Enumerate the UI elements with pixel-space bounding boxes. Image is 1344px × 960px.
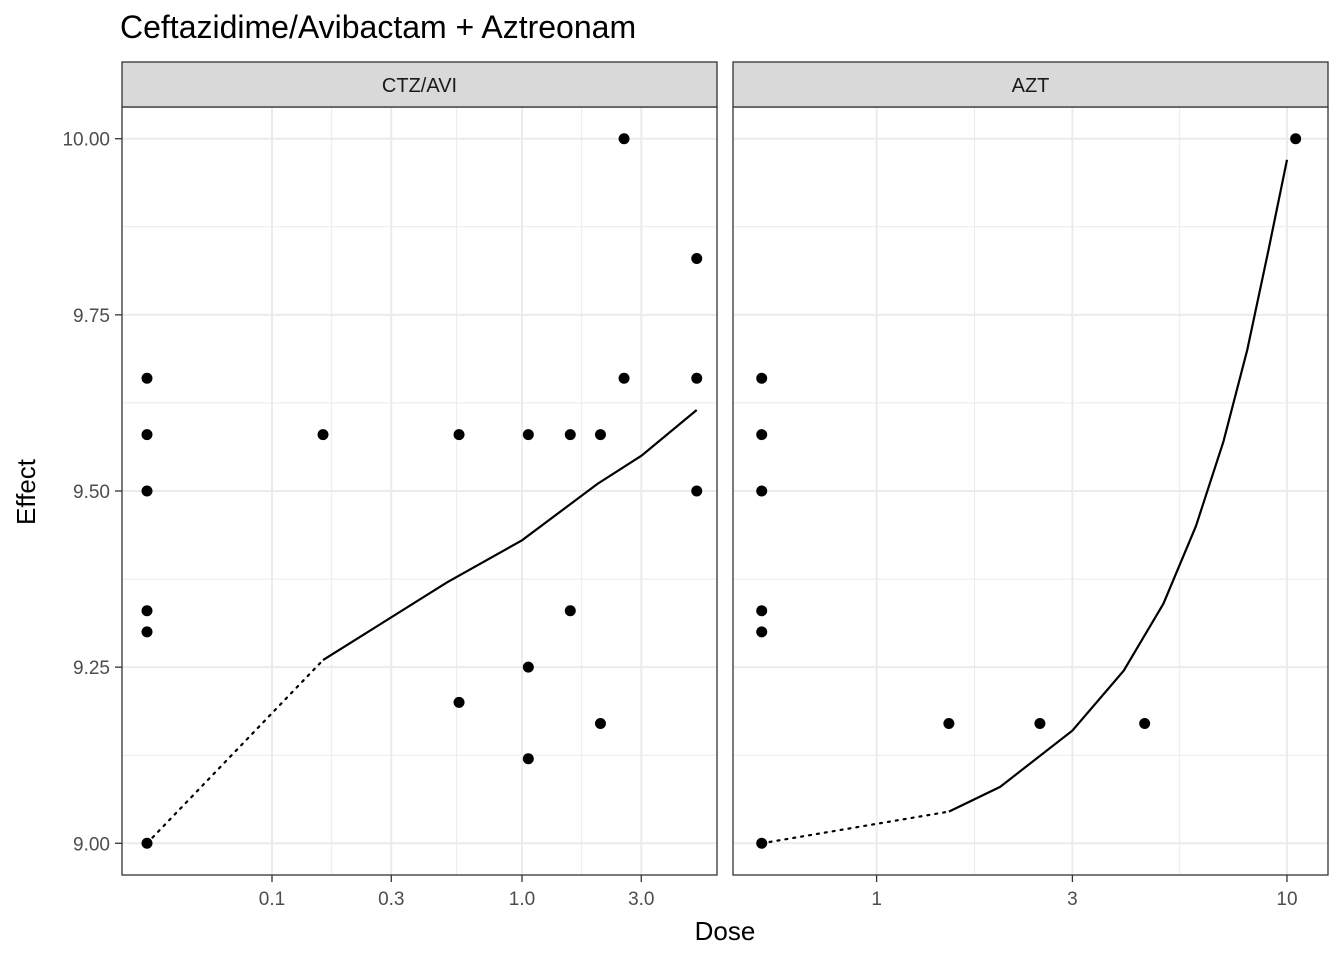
- strip-background: [732, 61, 1329, 108]
- x-tick-label: 3.0: [628, 889, 654, 910]
- data-point: [618, 372, 630, 384]
- x-tick-label: 1: [871, 889, 882, 910]
- data-point: [756, 485, 768, 497]
- data-point: [522, 753, 534, 765]
- y-tick-label: 9.50: [73, 482, 110, 503]
- panel-0: CTZ/AVI 0.1 0.3 1.0 3.0 9.00 9.25 9.50 9.75 10.00: [62, 61, 718, 910]
- fit-line-dotted: [760, 810, 951, 845]
- data-point: [756, 429, 768, 441]
- data-point: [594, 429, 606, 441]
- data-point: [141, 605, 153, 617]
- panels-layer: CTZ/AVI 0.1 0.3 1.0 3.0 9.00 9.25 9.50 9.75 10.00…: [62, 61, 1329, 910]
- data-point: [943, 718, 955, 730]
- data-point: [1034, 718, 1046, 730]
- data-point: [618, 133, 630, 145]
- data-point: [756, 605, 768, 617]
- data-point: [141, 837, 153, 849]
- data-point: [141, 626, 153, 638]
- x-axis-title: Dose: [695, 916, 756, 946]
- data-point: [141, 429, 153, 441]
- fit-line-solid: [322, 409, 698, 662]
- strip-label: CTZ/AVI: [382, 75, 457, 97]
- data-point: [564, 605, 576, 617]
- y-tick-label: 10.00: [62, 130, 110, 151]
- x-tick-label: 0.3: [378, 889, 404, 910]
- data-point: [453, 696, 465, 708]
- data-point: [1290, 133, 1302, 145]
- fit-line-dotted: [145, 658, 325, 845]
- data-point: [756, 372, 768, 384]
- strip-label: AZT: [1012, 75, 1050, 97]
- fit-line-solid: [948, 159, 1289, 813]
- data-point: [141, 372, 153, 384]
- data-point: [691, 485, 703, 497]
- data-point: [564, 429, 576, 441]
- y-tick-label: 9.75: [73, 306, 110, 327]
- chart-title: Ceftazidime/Avibactam + Aztreonam: [120, 9, 636, 45]
- data-point: [522, 429, 534, 441]
- data-point: [141, 485, 153, 497]
- y-tick-label: 9.00: [73, 834, 110, 855]
- data-point: [453, 429, 465, 441]
- data-point: [317, 429, 329, 441]
- data-point: [756, 626, 768, 638]
- data-point: [756, 837, 768, 849]
- data-point: [522, 661, 534, 673]
- x-tick-label: 0.1: [259, 889, 285, 910]
- y-tick-label: 9.25: [73, 658, 110, 679]
- data-point: [691, 372, 703, 384]
- data-point: [594, 718, 606, 730]
- x-tick-label: 10: [1276, 889, 1297, 910]
- data-point: [691, 252, 703, 264]
- x-tick-label: 1.0: [509, 889, 535, 910]
- panel-1: AZT 1 3 10: [732, 61, 1329, 910]
- data-point: [1139, 718, 1151, 730]
- y-axis-title: Effect: [11, 458, 41, 525]
- x-tick-label: 3: [1067, 889, 1078, 910]
- strip-background: [121, 61, 718, 108]
